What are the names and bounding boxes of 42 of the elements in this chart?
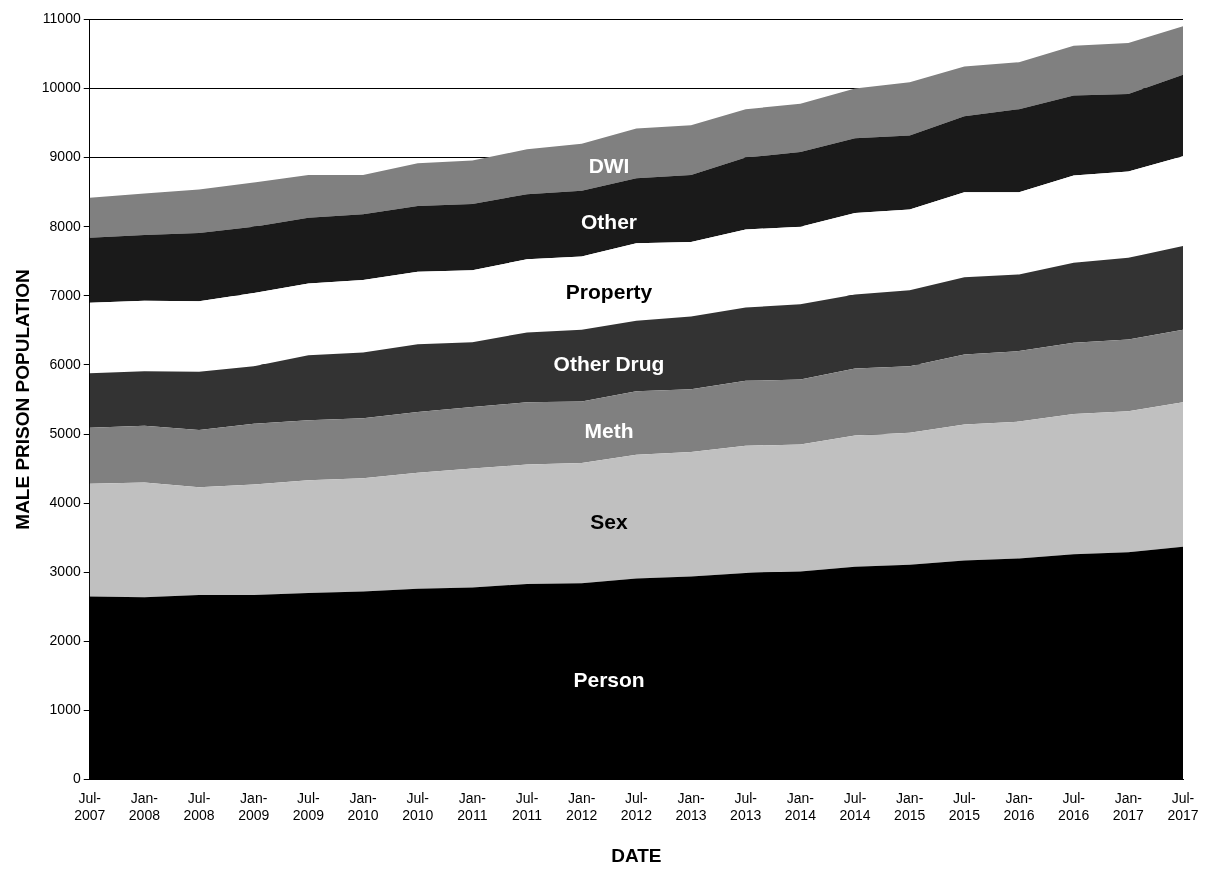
y-tick-label: 1000 bbox=[49, 701, 81, 718]
series-label: DWI bbox=[588, 154, 630, 178]
y-axis-title: MALE PRISON POPULATION bbox=[11, 269, 33, 530]
y-tick-label: 8000 bbox=[49, 217, 81, 234]
x-axis-title: DATE bbox=[611, 844, 662, 866]
x-tick-label: Jan-2011 bbox=[457, 789, 488, 823]
series-label: Other Drug bbox=[553, 352, 665, 376]
y-tick-label: 5000 bbox=[49, 424, 81, 441]
series-label: Property bbox=[565, 279, 653, 303]
x-tick-label: Jul-2015 bbox=[948, 789, 981, 823]
x-tick-label: Jul-2010 bbox=[402, 789, 434, 823]
x-tick-label: Jul-2017 bbox=[1167, 789, 1199, 823]
y-tick-label: 4000 bbox=[49, 494, 81, 511]
y-tick-label: 2000 bbox=[49, 632, 81, 649]
x-tick-label: Jan-2008 bbox=[128, 789, 161, 823]
x-tick-label: Jan-2009 bbox=[238, 789, 270, 823]
x-tick-label: Jul-2011 bbox=[511, 789, 543, 823]
series-label: Other bbox=[581, 210, 638, 234]
series-label: Person bbox=[573, 668, 645, 692]
x-tick-label: Jan-2014 bbox=[784, 789, 817, 823]
x-tick-label: Jan-2017 bbox=[1112, 789, 1145, 823]
x-tick-label: Jan-2012 bbox=[566, 789, 598, 823]
series-label: Meth bbox=[584, 419, 634, 443]
x-tick-label: Jul-2016 bbox=[1058, 789, 1090, 823]
x-tick-label: Jul-2012 bbox=[620, 789, 653, 823]
x-tick-label: Jan-2013 bbox=[675, 789, 707, 823]
x-tick-label: Jul-2009 bbox=[292, 789, 325, 823]
y-tick-label: 10000 bbox=[41, 79, 81, 96]
x-tick-label: Jul-2013 bbox=[730, 789, 762, 823]
y-tick-label: 9000 bbox=[49, 148, 81, 165]
y-tick-label: 0 bbox=[72, 770, 81, 787]
x-tick-label: Jan-2010 bbox=[347, 789, 379, 823]
y-tick-label: 3000 bbox=[49, 563, 81, 580]
x-tick-label: Jan-2015 bbox=[894, 789, 926, 823]
x-tick-label: Jan-2016 bbox=[1003, 789, 1035, 823]
y-tick-label: 7000 bbox=[49, 286, 81, 303]
x-tick-label: Jul-2014 bbox=[839, 789, 871, 823]
series-label: Sex bbox=[590, 510, 629, 533]
y-tick-label: 6000 bbox=[49, 355, 81, 372]
x-tick-label: Jul-2007 bbox=[74, 789, 106, 823]
x-tick-label: Jul-2008 bbox=[183, 789, 215, 823]
y-tick-label: 11000 bbox=[42, 10, 81, 27]
